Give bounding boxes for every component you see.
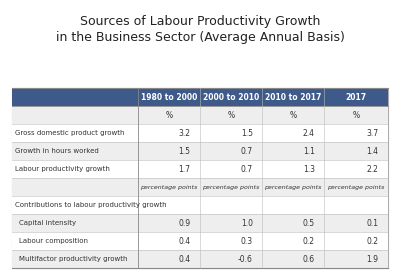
Text: 0.4: 0.4 bbox=[178, 236, 191, 246]
Text: 1.3: 1.3 bbox=[303, 164, 315, 173]
Text: 0.6: 0.6 bbox=[303, 255, 315, 264]
Text: 0.7: 0.7 bbox=[241, 147, 253, 156]
Text: Gross domestic product growth: Gross domestic product growth bbox=[15, 130, 124, 136]
Text: percentage points: percentage points bbox=[140, 184, 198, 190]
Text: 1980 to 2000: 1980 to 2000 bbox=[141, 93, 197, 101]
Text: 1.1: 1.1 bbox=[303, 147, 315, 156]
Text: 3.7: 3.7 bbox=[366, 129, 378, 138]
Bar bbox=[12, 88, 388, 268]
Text: -0.6: -0.6 bbox=[238, 255, 253, 264]
Text: 0.1: 0.1 bbox=[366, 218, 378, 227]
Text: 0.5: 0.5 bbox=[303, 218, 315, 227]
Text: Contributions to labour productivity growth: Contributions to labour productivity gro… bbox=[15, 202, 167, 208]
Bar bbox=[12, 196, 388, 214]
Text: Growth in hours worked: Growth in hours worked bbox=[15, 148, 99, 154]
Bar bbox=[12, 250, 388, 268]
Bar bbox=[12, 160, 388, 178]
Text: 1.7: 1.7 bbox=[179, 164, 191, 173]
Text: 3.2: 3.2 bbox=[179, 129, 191, 138]
Text: %: % bbox=[290, 110, 297, 119]
Text: 1.0: 1.0 bbox=[241, 218, 253, 227]
Bar bbox=[12, 178, 388, 196]
Bar bbox=[12, 88, 388, 106]
Text: %: % bbox=[228, 110, 234, 119]
Text: Labour composition: Labour composition bbox=[19, 238, 88, 244]
Text: Multifactor productivity growth: Multifactor productivity growth bbox=[19, 256, 128, 262]
Text: 2.2: 2.2 bbox=[366, 164, 378, 173]
Bar bbox=[12, 124, 388, 142]
Bar bbox=[12, 106, 388, 124]
Bar bbox=[12, 142, 388, 160]
Text: %: % bbox=[166, 110, 172, 119]
Text: 2017: 2017 bbox=[346, 93, 367, 101]
Text: in the Business Sector (Average Annual Basis): in the Business Sector (Average Annual B… bbox=[56, 32, 344, 44]
Text: 0.7: 0.7 bbox=[241, 164, 253, 173]
Text: Sources of Labour Productivity Growth: Sources of Labour Productivity Growth bbox=[80, 16, 320, 28]
Text: 0.4: 0.4 bbox=[178, 255, 191, 264]
Text: 1.4: 1.4 bbox=[366, 147, 378, 156]
Text: 1.9: 1.9 bbox=[366, 255, 378, 264]
Text: 2000 to 2010: 2000 to 2010 bbox=[203, 93, 259, 101]
Text: percentage points: percentage points bbox=[264, 184, 322, 190]
Text: %: % bbox=[352, 110, 360, 119]
Text: 2010 to 2017: 2010 to 2017 bbox=[265, 93, 321, 101]
Text: 1.5: 1.5 bbox=[241, 129, 253, 138]
Text: 0.3: 0.3 bbox=[241, 236, 253, 246]
Text: 0.2: 0.2 bbox=[303, 236, 315, 246]
Text: 1.5: 1.5 bbox=[179, 147, 191, 156]
Bar bbox=[12, 214, 388, 232]
Text: Capital intensity: Capital intensity bbox=[19, 220, 76, 226]
Text: percentage points: percentage points bbox=[327, 184, 385, 190]
Text: Labour productivity growth: Labour productivity growth bbox=[15, 166, 110, 172]
Text: 2.4: 2.4 bbox=[303, 129, 315, 138]
Text: percentage points: percentage points bbox=[202, 184, 260, 190]
Text: 0.2: 0.2 bbox=[366, 236, 378, 246]
Text: 0.9: 0.9 bbox=[178, 218, 191, 227]
Bar bbox=[12, 232, 388, 250]
